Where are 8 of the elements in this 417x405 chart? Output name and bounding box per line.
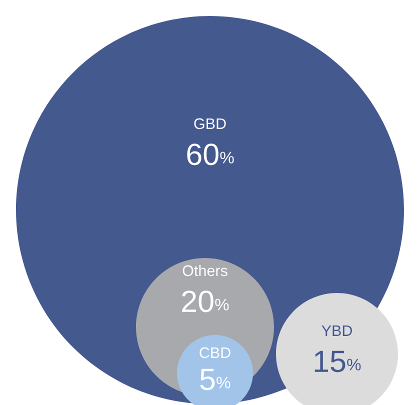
data-label: 20% xyxy=(182,290,229,312)
category-label: GBD xyxy=(194,118,226,130)
data-label: 15% xyxy=(314,350,361,372)
category-label: YBD xyxy=(322,325,352,336)
data-label: 60% xyxy=(187,144,234,166)
category-label: CBD xyxy=(200,347,230,358)
data-label: 5% xyxy=(200,368,230,390)
category-label: Others xyxy=(182,264,228,276)
